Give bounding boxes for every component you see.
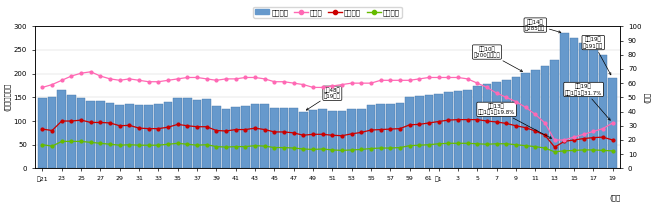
Bar xyxy=(424,95,434,168)
Bar xyxy=(38,98,47,168)
Bar xyxy=(241,106,250,168)
Bar xyxy=(463,90,472,168)
Bar xyxy=(154,104,162,168)
Bar xyxy=(299,112,308,168)
Legend: 認知件数, 検挙率, 検挙件数, 検挙人員: 認知件数, 検挙率, 検挙件数, 検挙人員 xyxy=(253,7,402,18)
Bar xyxy=(115,105,124,168)
Bar xyxy=(570,38,578,168)
Bar xyxy=(58,90,66,168)
Bar xyxy=(434,94,443,168)
Bar xyxy=(125,104,134,168)
Bar xyxy=(105,103,115,168)
X-axis label: (年）: (年） xyxy=(609,194,620,201)
Bar xyxy=(318,109,327,168)
Text: 平成13年
検学1獱1ら19.8%: 平成13年 検学1獱1ら19.8% xyxy=(478,103,552,138)
Bar xyxy=(454,91,462,168)
Bar xyxy=(164,102,172,168)
Bar xyxy=(231,107,240,168)
Bar xyxy=(135,105,143,168)
Bar xyxy=(599,55,607,168)
Bar xyxy=(396,103,404,168)
Bar xyxy=(483,84,491,168)
Bar xyxy=(86,101,95,168)
Bar xyxy=(531,70,540,168)
Bar xyxy=(377,104,385,168)
Bar xyxy=(540,66,550,168)
Bar xyxy=(251,104,259,168)
Bar xyxy=(337,111,346,168)
Bar xyxy=(589,49,597,168)
Bar xyxy=(309,110,318,168)
Bar xyxy=(270,108,278,168)
Bar xyxy=(212,106,221,168)
Bar xyxy=(96,101,105,168)
Bar xyxy=(608,78,617,168)
Text: 平成19年
検学1獱1ら31.7%: 平成19年 検学1獱1ら31.7% xyxy=(565,83,610,120)
Bar xyxy=(386,104,395,168)
Bar xyxy=(347,109,356,168)
Bar xyxy=(202,99,211,168)
Bar xyxy=(415,97,424,168)
Bar xyxy=(260,104,269,168)
Bar xyxy=(357,109,365,168)
Bar xyxy=(521,73,530,168)
Text: 平成10年
約200万件突破: 平成10年 約200万件突破 xyxy=(474,46,523,72)
Text: 平成19年
約191万件: 平成19年 約191万件 xyxy=(583,37,611,75)
Bar xyxy=(502,80,511,168)
Bar xyxy=(183,98,192,168)
Text: 昭和48年
絀19万件: 昭和48年 絀19万件 xyxy=(307,87,341,110)
Bar xyxy=(367,105,375,168)
Bar xyxy=(174,98,182,168)
Bar xyxy=(77,98,85,168)
Bar xyxy=(67,95,76,168)
Bar xyxy=(473,85,481,168)
Bar xyxy=(579,43,588,168)
Bar xyxy=(280,108,288,168)
Bar xyxy=(221,109,231,168)
Bar xyxy=(550,60,559,168)
Y-axis label: (万件，万人）: (万件，万人） xyxy=(4,83,10,111)
Text: 平成14年
約285万件: 平成14年 約285万件 xyxy=(525,19,561,33)
Bar xyxy=(290,108,298,168)
Bar xyxy=(512,77,520,168)
Bar xyxy=(48,97,56,168)
Bar xyxy=(444,92,453,168)
Bar xyxy=(328,111,337,168)
Bar xyxy=(193,100,201,168)
Y-axis label: (％）: (％） xyxy=(645,92,651,103)
Bar xyxy=(560,33,569,168)
Bar xyxy=(493,82,501,168)
Bar xyxy=(144,105,153,168)
Bar xyxy=(405,97,414,168)
